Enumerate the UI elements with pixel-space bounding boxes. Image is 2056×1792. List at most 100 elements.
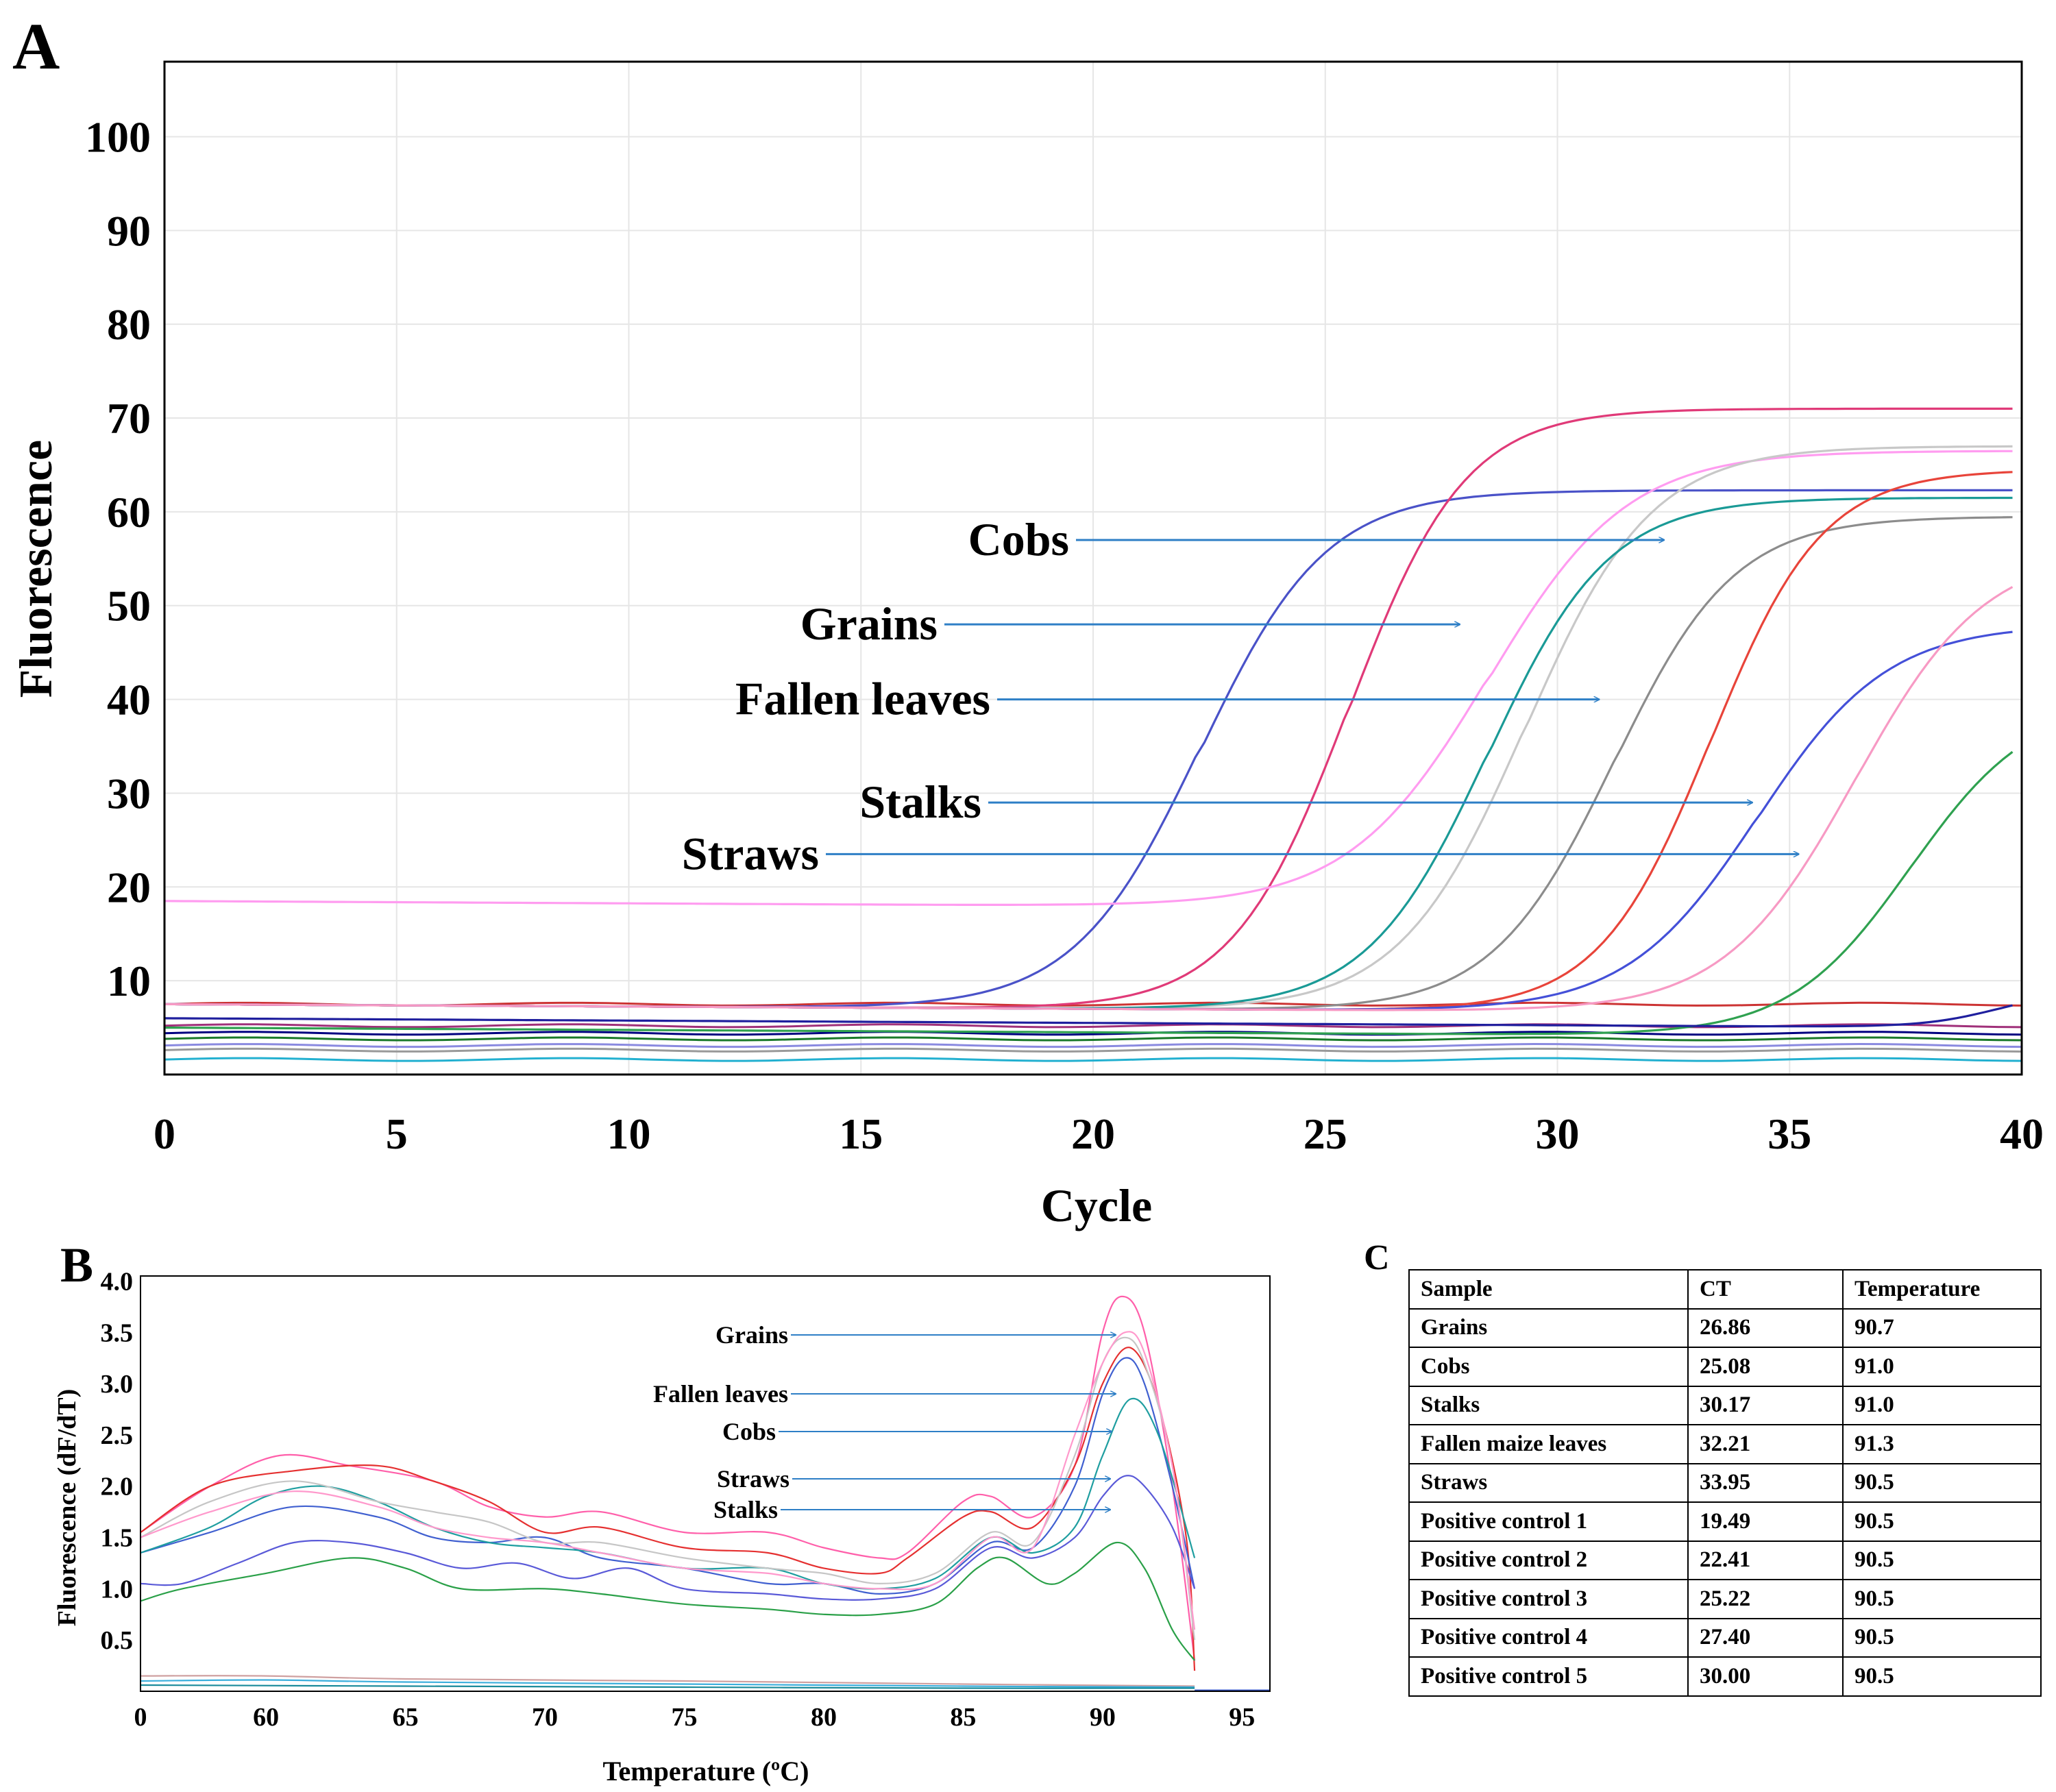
y-tick-label: 20 — [107, 863, 151, 911]
table-row: Positive control 3 25.22 90.5 — [1408, 1579, 2042, 1619]
y-tick-label: 80 — [107, 300, 151, 349]
annotation-label: Grains — [800, 598, 938, 650]
y-tick-label: 0.5 — [101, 1626, 134, 1655]
annotation-label: Stalks — [859, 776, 981, 828]
x-tick-label: 90 — [1090, 1703, 1116, 1732]
amplification-series-line — [164, 450, 2013, 906]
header-ct: CT — [1687, 1269, 1844, 1310]
table-row: Stalks 30.17 91.0 — [1408, 1385, 2042, 1425]
baseline-series-line — [164, 1036, 2022, 1042]
panel-label-b: B — [60, 1238, 93, 1292]
cell-sample: Positive control 1 — [1408, 1501, 1689, 1542]
baseline-series-line — [164, 1042, 2022, 1048]
amplification-y-ticks: 10 20 30 40 50 60 70 80 90 100 — [85, 112, 151, 1005]
melt-curve-series-line — [140, 1675, 1195, 1687]
cell-ct: 32.21 — [1687, 1424, 1844, 1464]
cell-sample: Positive control 2 — [1408, 1540, 1689, 1580]
baseline-series-line — [164, 1031, 2022, 1036]
x-tick-label: 80 — [811, 1703, 837, 1732]
cell-sample: Straws — [1408, 1462, 1689, 1503]
annotation-label: Grains — [715, 1321, 788, 1349]
table-row: Positive control 2 22.41 90.5 — [1408, 1540, 2042, 1580]
melt-curve-series-line — [140, 1336, 1196, 1641]
cell-sample: Fallen maize leaves — [1408, 1424, 1689, 1464]
amplification-series-line — [164, 445, 2013, 1010]
melt-curve-series-line — [140, 1331, 1196, 1630]
cell-temperature: 91.3 — [1842, 1424, 2042, 1464]
panel-label-a: A — [12, 10, 60, 83]
y-tick-label: 90 — [107, 206, 151, 255]
cell-temperature: 91.0 — [1842, 1385, 2042, 1425]
x-tick-label: 60 — [253, 1703, 279, 1732]
annotation-label: Cobs — [968, 513, 1069, 565]
x-tick-label: 35 — [1767, 1109, 1811, 1158]
x-tick-label: 40 — [2000, 1109, 2044, 1158]
melt-curve-annotations: Grains Fallen leaves Cobs Straws Stalks — [653, 1321, 1116, 1523]
table-row: Cobs 25.08 91.0 — [1408, 1347, 2042, 1387]
melt-curve-series-line — [140, 1684, 1195, 1689]
x-tick-label: 85 — [950, 1703, 976, 1732]
amplification-series-line — [164, 489, 2013, 1008]
annotation-label: Cobs — [722, 1418, 776, 1445]
cell-ct: 30.17 — [1687, 1385, 1844, 1425]
cell-temperature: 90.5 — [1842, 1617, 2042, 1658]
x-tick-label: 15 — [839, 1109, 883, 1158]
cell-temperature: 90.5 — [1842, 1462, 2042, 1503]
cell-temperature: 90.5 — [1842, 1579, 2042, 1619]
melt-curve-x-ticks: 0 60 65 70 75 80 85 90 95 — [134, 1703, 1256, 1732]
amplification-series-line — [164, 586, 2014, 1011]
cell-temperature: 90.5 — [1842, 1540, 2042, 1580]
cell-ct: 27.40 — [1687, 1617, 1844, 1658]
annotation-label: Straws — [717, 1465, 790, 1493]
melt-curve-series-line — [140, 1679, 1195, 1689]
cell-ct: 22.41 — [1687, 1540, 1844, 1580]
table-row: Straws 33.95 90.5 — [1408, 1462, 2042, 1503]
melt-curve-series-line — [140, 1397, 1196, 1590]
baseline-series-line — [164, 1047, 2022, 1053]
baseline-series-line — [164, 1001, 2022, 1007]
y-tick-label: 70 — [107, 394, 151, 443]
header-sample: Sample — [1408, 1269, 1689, 1310]
y-tick-label: 3.0 — [101, 1370, 134, 1399]
cell-sample: Cobs — [1408, 1347, 1689, 1387]
x-tick-label: 75 — [671, 1703, 697, 1732]
y-tick-label: 50 — [107, 582, 151, 630]
cell-ct: 25.22 — [1687, 1579, 1844, 1619]
cell-ct: 30.00 — [1687, 1656, 1844, 1697]
amplification-series-line — [164, 630, 2013, 1011]
melt-curve-series-line — [140, 1295, 1196, 1661]
amplification-chart: 10 20 30 40 50 60 70 80 90 100 0 5 10 15 20 25 30 35 40 C… — [10, 60, 2044, 1231]
x-tick-label: 5 — [386, 1109, 408, 1158]
y-tick-label: 2.5 — [101, 1421, 134, 1450]
annotation-label: Fallen leaves — [653, 1380, 788, 1408]
melt-curve-series-line — [140, 1475, 1196, 1601]
x-tick-label: 65 — [393, 1703, 419, 1732]
cell-sample: Positive control 4 — [1408, 1617, 1689, 1658]
cell-ct: 33.95 — [1687, 1462, 1844, 1503]
melt-curve-y-ticks: 0.5 1.0 1.5 2.0 2.5 3.0 3.5 4.0 — [101, 1267, 134, 1655]
cell-ct: 26.86 — [1687, 1308, 1844, 1348]
y-tick-label: 4.0 — [101, 1267, 134, 1296]
cell-temperature: 91.0 — [1842, 1347, 2042, 1387]
amplification-x-ticks: 0 5 10 15 20 25 30 35 40 — [154, 1109, 2044, 1158]
amplification-series-line — [164, 1004, 2013, 1028]
y-tick-label: 10 — [107, 957, 151, 1005]
header-temperature: Temperature — [1842, 1269, 2042, 1310]
y-tick-label: 30 — [107, 769, 151, 818]
amplification-series-line — [164, 471, 2013, 1011]
amplification-x-axis-label: Cycle — [1041, 1179, 1152, 1231]
amplification-annotations: Cobs Grains Fallen leaves Stalks Straws — [682, 513, 1799, 879]
x-tick-label: 0 — [154, 1109, 175, 1158]
cell-sample: Grains — [1408, 1308, 1689, 1348]
amplification-series — [164, 407, 2022, 1062]
y-tick-label: 1.5 — [101, 1524, 134, 1553]
melt-curve-y-axis-label: Fluorescence (dF/dT) — [53, 1389, 82, 1627]
melt-curve-chart: 0.5 1.0 1.5 2.0 2.5 3.0 3.5 4.0 0 60 65 70 75 80 85 90… — [53, 1267, 1271, 1787]
x-tick-label: 30 — [1536, 1109, 1580, 1158]
cell-temperature: 90.7 — [1842, 1308, 2042, 1348]
cell-ct: 25.08 — [1687, 1347, 1844, 1387]
baseline-series-line — [164, 1057, 2022, 1062]
y-tick-label: 40 — [107, 676, 151, 724]
x-tick-label: 95 — [1229, 1703, 1255, 1732]
